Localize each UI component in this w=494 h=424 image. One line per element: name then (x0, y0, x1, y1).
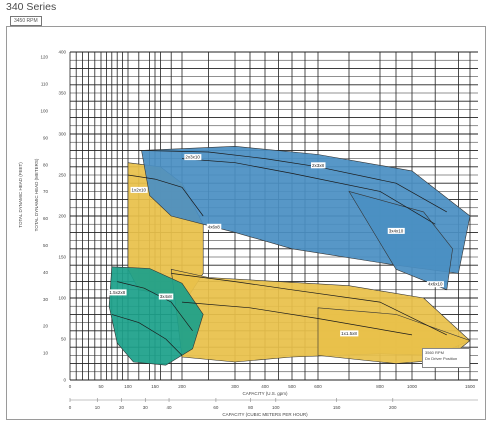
x-tick-label-metric: 150 (333, 405, 341, 410)
x-tick-label-metric: 40 (167, 405, 173, 410)
x-tick-label: 800 (376, 384, 384, 389)
y-axis-title-inner: TOTAL DYNAMIC HEAD (METERS) (34, 158, 39, 231)
y-tick-label-metric: 120 (40, 55, 48, 60)
x-tick-label: 600 (314, 384, 322, 389)
y-tick-label-metric: 110 (41, 82, 49, 87)
legend-line-1: 3560 RPM (425, 350, 444, 355)
rpm-tag: 3450 RPM (10, 16, 42, 26)
region-label-bg (426, 281, 444, 288)
x-tick-label-metric: 0 (69, 405, 72, 410)
y-tick-label-metric: 80 (43, 162, 49, 167)
y-tick-label: 250 (58, 173, 66, 178)
impeller-curve-5 (117, 281, 193, 332)
region-label: 4x6x8 (208, 224, 221, 229)
region-label-bg (130, 186, 148, 193)
x-tick-label: 1500 (465, 384, 476, 389)
x-tick-label-metric: 100 (272, 405, 280, 410)
y-tick-label: 300 (58, 132, 66, 137)
x-tick-label-metric: 80 (248, 405, 254, 410)
region-label-bg (387, 227, 405, 234)
y-tick-label: 200 (58, 214, 66, 219)
region-label-bg (158, 293, 174, 300)
y-tick-label-metric: 50 (43, 243, 49, 248)
page-title: 340 Series (6, 1, 57, 13)
region-label-bg (310, 162, 326, 169)
region-5 (108, 266, 204, 366)
region-label: 3x4x8 (160, 294, 173, 299)
impeller-curve-6 (111, 314, 183, 356)
region-label: 3x4x10 (389, 228, 404, 233)
x-tick-label: 300 (231, 384, 239, 389)
region-label-bg (108, 289, 127, 296)
y-tick-label-metric: 20 (43, 324, 49, 329)
y-tick-label: 100 (58, 296, 66, 301)
y-tick-label-metric: 70 (43, 189, 49, 194)
region-label: 4x6x10 (428, 282, 443, 287)
impeller-curve-4 (181, 301, 413, 336)
y-tick-label: 50 (61, 337, 67, 342)
x-tick-label: 100 (124, 384, 132, 389)
x-tick-label: 200 (178, 384, 186, 389)
y-tick-label-metric: 40 (43, 270, 49, 275)
x-axis-title-bottom: CAPACITY (CUBIC METERS PER HOUR) (222, 412, 308, 417)
region-label: 1x1.5x8 (341, 331, 357, 336)
region-2 (348, 190, 453, 291)
region-label: 1.5x2x8 (109, 290, 125, 295)
x-tick-label: 1000 (407, 384, 418, 389)
x-tick-label-metric: 30 (143, 405, 149, 410)
y-tick-label: 150 (58, 255, 66, 260)
region-label: 1x2x10 (132, 187, 147, 192)
x-tick-label: 0 (69, 384, 72, 389)
x-tick-label-metric: 60 (213, 405, 219, 410)
legend-line-2: Dn Driver Position (425, 356, 458, 361)
x-tick-label: 500 (288, 384, 296, 389)
region-label-bg (340, 330, 359, 337)
impeller-curve-2 (181, 158, 436, 225)
x-tick-label: 50 (98, 384, 104, 389)
y-tick-label-metric: 60 (43, 216, 49, 221)
x-tick-label: 400 (261, 384, 269, 389)
x-tick-label-metric: 10 (95, 405, 101, 410)
chart-legend: 3560 RPM Dn Driver Position (422, 348, 470, 368)
y-tick-label-metric: 30 (43, 297, 49, 302)
y-axis-title-outer: TOTAL DYNAMIC HEAD (FEET) (18, 162, 23, 228)
impeller-curve-0 (127, 174, 204, 217)
region-label: 2x3x10 (185, 155, 200, 160)
y-tick-label-metric: 90 (43, 135, 49, 140)
region-label-bg (184, 154, 202, 161)
x-tick-label-metric: 20 (119, 405, 125, 410)
impeller-curve-1 (138, 150, 447, 213)
region-label-bg (206, 223, 222, 230)
y-tick-label-metric: 100 (40, 109, 48, 114)
y-tick-label: 350 (58, 91, 66, 96)
x-axis-title-top: CAPACITY (U.S. gpm) (242, 391, 288, 396)
x-tick-label: 150 (151, 384, 159, 389)
chart-frame (6, 26, 486, 420)
x-tick-label-metric: 200 (389, 405, 397, 410)
y-tick-label-metric: 10 (43, 351, 49, 356)
y-tick-label: 0 (63, 378, 66, 383)
region-label: 2x3x8 (312, 163, 325, 168)
impeller-curve-3 (171, 273, 447, 336)
y-tick-label: 400 (58, 50, 66, 55)
